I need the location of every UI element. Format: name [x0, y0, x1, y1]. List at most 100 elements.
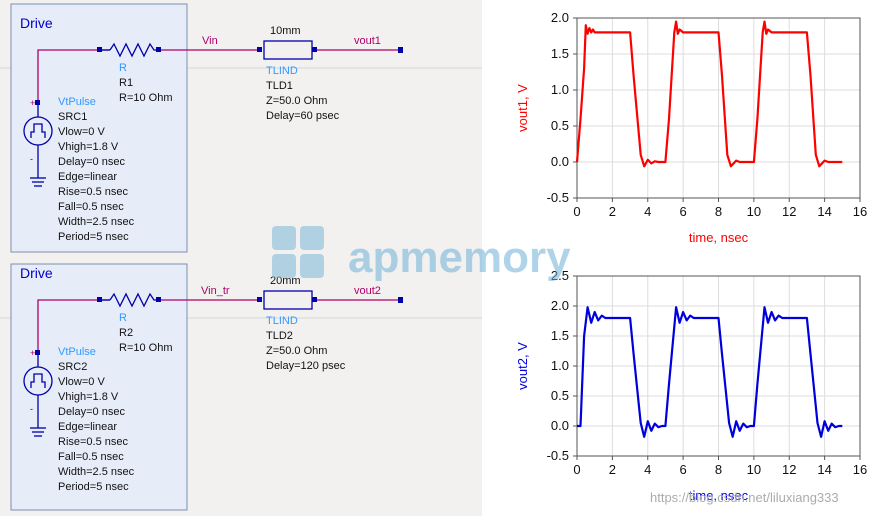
source-param-2: Rise=0.5 nsec	[58, 436, 129, 448]
svg-text:+: +	[30, 348, 35, 358]
source-param-1: Period=5 nsec	[58, 231, 129, 243]
circuit-1: Drive R R1 R=10 Ohm Vin 10mm vout1 TLIND…	[10, 3, 403, 253]
circuit-2: Drive R R2 R=10 Ohm Vin_tr 20mm vout2 TL…	[10, 263, 403, 511]
y-tick-label: 1.0	[551, 82, 569, 97]
y-tick-label: 1.5	[551, 328, 569, 343]
source-param-1: Delay=0 nsec	[58, 156, 125, 168]
tline-tld1[interactable]	[257, 40, 317, 60]
source-param-2: Vhigh=1.8 V	[58, 391, 119, 403]
x-tick-label: 2	[609, 462, 616, 477]
x-tick-label: 6	[680, 204, 687, 219]
apmemory-logo-icon	[272, 226, 324, 278]
y-tick-label: -0.5	[547, 448, 569, 463]
x-tick-label: 10	[747, 462, 761, 477]
y-tick-label: 1.0	[551, 358, 569, 373]
source-param-2: Width=2.5 nsec	[58, 466, 135, 478]
svg-text:-: -	[30, 154, 33, 164]
x-tick-label: 0	[573, 204, 580, 219]
resistor-r2[interactable]	[97, 292, 161, 308]
drive-box-1[interactable]	[10, 3, 188, 253]
node-out-label-1: vout1	[354, 35, 381, 47]
source-param-1: Width=2.5 nsec	[58, 216, 135, 228]
y-axis-label: vout1, V	[515, 84, 530, 132]
x-tick-label: 6	[680, 462, 687, 477]
svg-text:-: -	[30, 404, 33, 414]
x-axis-label: time, nsec	[689, 488, 749, 503]
x-tick-label: 8	[715, 204, 722, 219]
tline-name-1: TLD1	[266, 80, 293, 92]
resistor-value-1: R=10 Ohm	[119, 92, 173, 104]
x-tick-label: 12	[782, 204, 796, 219]
y-tick-label: 0.5	[551, 388, 569, 403]
y-tick-label: 0.5	[551, 118, 569, 133]
node-out-label-2: vout2	[354, 285, 381, 297]
series-line	[575, 20, 843, 168]
x-tick-label: 16	[853, 204, 867, 219]
x-tick-label: 14	[817, 462, 831, 477]
pulse-source-src2[interactable]: + -	[23, 348, 53, 437]
wire-in-1	[37, 49, 262, 100]
x-tick-label: 12	[782, 462, 796, 477]
x-tick-label: 2	[609, 204, 616, 219]
vout2-chart: 0 2 4 6 8 10 12 14 16 -0.5 0.0 0.5 1.0 1.5 2.0 2.5 time,…	[515, 268, 867, 503]
x-tick-label: 0	[573, 462, 580, 477]
drive-label-2: Drive	[20, 265, 53, 281]
x-tick-label: 4	[644, 204, 651, 219]
source-type-2: VtPulse	[58, 346, 96, 358]
y-tick-label: 2.5	[551, 268, 569, 283]
tline-type-2: TLIND	[266, 315, 298, 327]
tline-param-1a: Z=50.0 Ohm	[266, 95, 327, 107]
x-tick-label: 16	[853, 462, 867, 477]
source-param-1: Vlow=0 V	[58, 126, 105, 138]
source-type-1: VtPulse	[58, 96, 96, 108]
pulse-source-src1[interactable]: + -	[23, 98, 53, 187]
schematic-canvas: Drive R R1 R=10 Ohm Vin 10mm vout1 TLIND…	[0, 0, 482, 516]
source-param-2: Edge=linear	[58, 421, 117, 433]
source-param-2: Vlow=0 V	[58, 376, 105, 388]
resistor-name-1: R1	[119, 77, 133, 89]
series-line	[577, 306, 843, 438]
resistor-r1[interactable]	[97, 42, 161, 58]
csdn-url-watermark: https://blog.csdn.net/liluxiang333	[650, 490, 839, 505]
resistor-type-1: R	[119, 62, 127, 74]
x-tick-label: 14	[817, 204, 831, 219]
tline-tld2[interactable]	[257, 290, 317, 310]
node-in-label-1: Vin	[202, 35, 218, 47]
y-axis-label: vout2, V	[515, 342, 530, 390]
tline-type-1: TLIND	[266, 65, 298, 77]
apmemory-wordmark: apmemory	[348, 233, 571, 282]
tline-param-2a: Z=50.0 Ohm	[266, 345, 327, 357]
source-name-2: SRC2	[58, 361, 87, 373]
source-name-1: SRC1	[58, 111, 87, 123]
apmemory-watermark: apmemory	[272, 226, 571, 282]
resistor-value-2: R=10 Ohm	[119, 342, 173, 354]
resistor-type-2: R	[119, 312, 127, 324]
source-param-1: Fall=0.5 nsec	[58, 201, 124, 213]
y-tick-label: 2.0	[551, 298, 569, 313]
vout1-chart: 0 2 4 6 8 10 12 14 16 -0.5 0.0 0.5 1.0 1.5 2.0 time, ns…	[515, 10, 867, 245]
tline-param-2b: Delay=120 psec	[266, 360, 346, 372]
svg-text:+: +	[30, 98, 35, 108]
y-tick-label: -0.5	[547, 190, 569, 205]
tline-length-1: 10mm	[270, 25, 301, 37]
node-in-label-2: Vin_tr	[201, 285, 230, 297]
tline-name-2: TLD2	[266, 330, 293, 342]
source-param-1: Edge=linear	[58, 171, 117, 183]
tline-param-1b: Delay=60 psec	[266, 110, 340, 122]
source-param-2: Delay=0 nsec	[58, 406, 125, 418]
x-tick-label: 4	[644, 462, 651, 477]
x-tick-label: 10	[747, 204, 761, 219]
drive-box-2[interactable]	[10, 263, 188, 511]
source-param-1: Rise=0.5 nsec	[58, 186, 129, 198]
y-tick-label: 0.0	[551, 154, 569, 169]
y-tick-label: 0.0	[551, 418, 569, 433]
y-tick-label: 2.0	[551, 10, 569, 25]
resistor-name-2: R2	[119, 327, 133, 339]
source-param-1: Vhigh=1.8 V	[58, 141, 119, 153]
x-axis-label: time, nsec	[689, 230, 749, 245]
source-param-2: Period=5 nsec	[58, 481, 129, 493]
drive-label-1: Drive	[20, 15, 53, 31]
y-tick-label: 1.5	[551, 46, 569, 61]
x-tick-label: 8	[715, 462, 722, 477]
source-param-2: Fall=0.5 nsec	[58, 451, 124, 463]
